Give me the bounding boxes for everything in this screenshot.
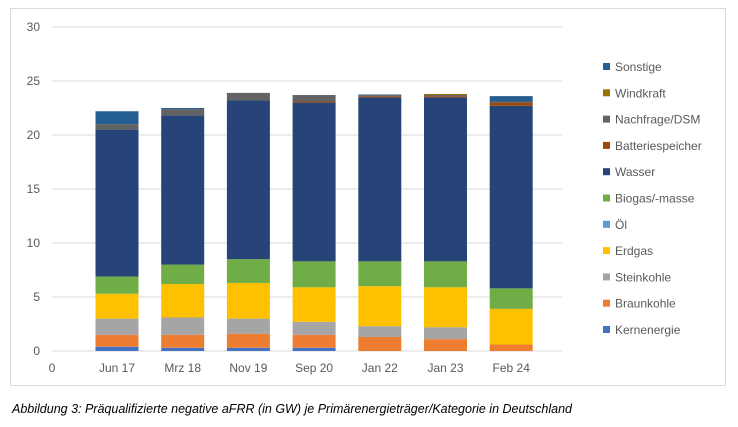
x-tick-label: Mrz 18: [164, 361, 201, 375]
y-tick-label: 5: [33, 290, 40, 304]
bar-segment-braunkohle: [292, 334, 336, 348]
bar-segment-windkraft: [424, 93, 467, 96]
legend-swatch: [603, 194, 610, 202]
bar-segment-biogas-masse: [358, 261, 402, 287]
bar-segment-nachfrage-dsm: [292, 95, 336, 102]
stacked-bar-chart: 0 5 10 15 20 25 30 0 Jun 17 Mrz 18 Nov 19 Sep 20 Jan…: [27, 20, 702, 375]
bar-segment-erdgas: [489, 308, 533, 345]
bar-segment-wasser: [292, 102, 336, 262]
bar-segment-nachfrage-dsm: [358, 95, 402, 97]
bar-segment-batteriespeicher: [292, 101, 336, 103]
chart-frame: [10, 8, 726, 386]
bar-segment-erdgas: [226, 282, 270, 319]
bar-segment-braunkohle: [161, 334, 205, 348]
bar-segment-biogas-masse: [226, 259, 270, 283]
legend-label: Steinkohle: [615, 270, 671, 284]
y-tick-label: 10: [27, 236, 41, 250]
bar-segment-biogas-masse: [424, 261, 467, 288]
legend-label: Öl: [615, 218, 627, 232]
bar-segment-sonstige: [358, 94, 402, 96]
bar-segment-wasser: [161, 115, 205, 265]
legend-swatch: [603, 89, 610, 97]
legend-label: Nachfrage/DSM: [615, 113, 700, 127]
bar-segment-biogas-masse: [161, 264, 205, 285]
bar-segment-erdgas: [358, 286, 402, 327]
bar-segment-batteriespeicher: [424, 96, 467, 98]
bar-segment-braunkohle: [226, 333, 270, 348]
bar-segment-braunkohle: [489, 344, 533, 351]
legend-label: Sonstige: [615, 60, 662, 74]
bar-segment-braunkohle: [424, 339, 467, 351]
y-tick-label: 20: [27, 128, 41, 142]
legend-swatch: [603, 326, 610, 333]
legend-label: Braunkohle: [615, 297, 676, 311]
legend-label: Kernenergie: [615, 323, 681, 337]
bar-segment-braunkohle: [95, 334, 139, 347]
bar-segment-batteriespeicher: [358, 96, 402, 98]
bar-segment-steinkohle: [358, 326, 402, 337]
legend-label: Batteriespeicher: [615, 139, 702, 153]
x-tick-label: Sep 20: [295, 361, 333, 375]
legend-swatch: [603, 141, 610, 149]
bar-segment-nachfrage-dsm: [489, 101, 533, 103]
legend-swatch: [603, 273, 610, 281]
y-tick-label: 25: [27, 74, 41, 88]
figure-caption: Abbildung 3: Präqualifizierte negative a…: [12, 402, 572, 416]
bar-segment-kernenergie: [95, 346, 139, 351]
bar-segment-sonstige: [161, 108, 205, 110]
bar-segment-kernenergie: [292, 347, 336, 351]
legend-swatch: [603, 220, 610, 228]
legend-swatch: [603, 247, 610, 255]
legend-label: Wasser: [615, 165, 655, 179]
legend-label: Biogas/-masse: [615, 192, 695, 206]
bar-segment-steinkohle: [424, 327, 467, 340]
bar-segment-erdgas: [424, 287, 467, 328]
x-tick-label: Jun 17: [99, 361, 135, 375]
legend-swatch: [603, 168, 610, 176]
bar-segment-batteriespeicher: [489, 102, 533, 106]
bar-segment-nachfrage-dsm: [95, 124, 139, 130]
y-tick-label: 0: [33, 344, 40, 358]
legend-swatch: [603, 115, 610, 123]
bar-segment-steinkohle: [226, 318, 270, 334]
x-tick-label: Jan 23: [427, 361, 463, 375]
bar-segment-steinkohle: [95, 318, 139, 335]
legend-label: Erdgas: [615, 244, 653, 258]
bar-segment-erdgas: [95, 293, 139, 319]
bar-segment-braunkohle: [358, 336, 402, 351]
bar-segment-erdgas: [292, 287, 336, 322]
bar-segment-nachfrage-dsm: [161, 109, 205, 116]
bar-segment-wasser: [358, 97, 402, 262]
bar-segment-kernenergie: [161, 347, 205, 351]
x-origin-label: 0: [49, 361, 56, 375]
bar-segment-erdgas: [161, 284, 205, 318]
bar-segment-sonstige: [489, 96, 533, 102]
bar-segment-wasser: [424, 97, 467, 262]
bar-segment-sonstige: [95, 111, 139, 125]
bar-segment-wasser: [489, 105, 533, 289]
legend-label: Windkraft: [615, 86, 666, 100]
x-tick-label: Feb 24: [493, 361, 531, 375]
bar-segment-nachfrage-dsm: [226, 92, 270, 101]
legend-swatch: [603, 63, 610, 70]
bar-segment-wasser: [95, 129, 139, 277]
bar-segment-biogas-masse: [95, 276, 139, 294]
y-tick-label: 30: [27, 20, 41, 34]
bar-segment-kernenergie: [226, 347, 270, 351]
bar-segment-wasser: [226, 100, 270, 260]
x-tick-label: Nov 19: [229, 361, 267, 375]
legend-swatch: [603, 299, 610, 307]
y-tick-label: 15: [27, 182, 41, 196]
bar-segment-biogas-masse: [489, 288, 533, 309]
bar-segment-nachfrage-dsm: [424, 95, 467, 97]
bar-segment-steinkohle: [161, 317, 205, 335]
bar-segment-biogas-masse: [292, 261, 336, 288]
x-tick-label: Jan 22: [362, 361, 398, 375]
bar-segment-steinkohle: [292, 321, 336, 335]
